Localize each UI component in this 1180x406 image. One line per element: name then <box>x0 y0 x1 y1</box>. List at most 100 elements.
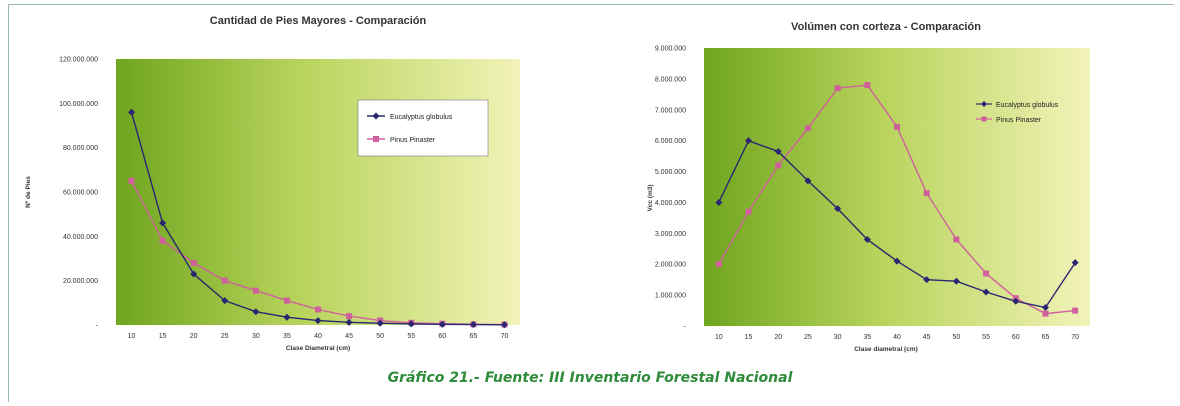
x-tick-label: 45 <box>923 334 931 341</box>
legend-marker-pinus <box>981 116 987 122</box>
data-point-pinus <box>804 125 811 132</box>
x-tick-label: 60 <box>1012 334 1020 341</box>
data-point-eucalyptus <box>314 317 322 325</box>
data-point-eucalyptus <box>469 321 477 329</box>
data-point-pinus <box>775 162 782 169</box>
x-tick-label: 25 <box>804 334 812 341</box>
data-point-eucalyptus <box>407 320 415 328</box>
x-tick-label: 35 <box>283 333 291 340</box>
data-point-pinus <box>983 270 990 277</box>
x-tick-label: 15 <box>159 333 167 340</box>
data-point-eucalyptus <box>804 177 812 185</box>
data-point-eucalyptus <box>190 270 198 278</box>
chart-pies-mayores: Cantidad de Pies Mayores - Comparación -… <box>25 15 520 352</box>
data-point-pinus <box>252 287 259 294</box>
data-point-eucalyptus <box>952 277 960 285</box>
x-tick-label: 65 <box>469 333 477 340</box>
x-tick-label: 40 <box>314 333 322 340</box>
data-point-eucalyptus <box>128 108 136 116</box>
data-point-pinus <box>283 297 290 304</box>
y-axis-ticks: - 1.000.000 2.000.000 3.000.000 4.000.000 5.0… <box>655 46 687 331</box>
data-point-pinus <box>346 313 353 320</box>
legend-marker-eucalyptus <box>372 112 380 120</box>
data-point-eucalyptus <box>1071 259 1079 267</box>
y-tick-label: 8.000.000 <box>655 76 686 83</box>
data-point-eucalyptus <box>221 297 229 305</box>
y-tick-label: 9.000.000 <box>655 46 686 53</box>
data-point-pinus <box>745 208 752 215</box>
x-tick-label: 60 <box>438 333 446 340</box>
x-tick-label: 35 <box>863 334 871 341</box>
data-point-pinus <box>128 177 135 184</box>
data-point-pinus <box>864 82 871 89</box>
data-point-eucalyptus <box>715 198 723 206</box>
data-point-eucalyptus <box>376 319 384 327</box>
data-point-pinus <box>315 306 321 313</box>
x-tick-label: 50 <box>952 334 960 341</box>
legend-label-pinus: Pinus Pinaster <box>390 137 436 144</box>
series-markers <box>715 82 1079 317</box>
data-point-pinus <box>834 85 841 92</box>
legend-marker-eucalyptus <box>981 101 987 107</box>
series-markers <box>128 108 508 329</box>
chart-title: Volúmen con corteza - Comparación <box>791 21 981 33</box>
x-axis-ticks: 10 15 20 25 30 35 40 45 50 55 60 65 70 <box>128 333 509 340</box>
y-tick-label: 40.000.000 <box>63 234 98 241</box>
x-tick-label: 45 <box>345 333 353 340</box>
x-tick-label: 20 <box>774 334 782 341</box>
x-tick-label: 30 <box>252 333 260 340</box>
chart-title: Cantidad de Pies Mayores - Comparación <box>210 15 427 27</box>
data-point-eucalyptus <box>863 236 871 244</box>
y-axis-ticks: - 20.000.000 40.000.000 60.000.000 80.000.00… <box>59 57 99 330</box>
data-point-eucalyptus <box>1012 297 1020 305</box>
data-point-eucalyptus <box>834 205 842 213</box>
legend-label-pinus: Pinus Pinaster <box>996 117 1042 124</box>
y-axis-label: Vcc (m3) <box>647 184 654 211</box>
y-tick-label: 5.000.000 <box>655 169 686 176</box>
x-tick-label: 55 <box>407 333 415 340</box>
data-point-pinus <box>159 237 166 244</box>
x-tick-label: 55 <box>982 334 990 341</box>
y-tick-label: 100.000.000 <box>59 101 98 108</box>
y-tick-label: 20.000.000 <box>63 278 98 285</box>
legend: Eucalyptus globulus Pinus Pinaster <box>976 101 1059 124</box>
legend-box <box>357 99 489 157</box>
y-tick-label: 80.000.000 <box>63 145 98 152</box>
data-point-eucalyptus <box>345 318 353 326</box>
data-point-eucalyptus <box>745 137 753 145</box>
x-axis-label: Clase Diametral (cm) <box>286 345 350 352</box>
chart-volumen-corteza: Volúmen con corteza - Comparación - 1.000… <box>647 21 1090 353</box>
x-axis-ticks: 10 15 20 25 30 35 40 45 50 55 60 65 70 <box>715 334 1079 341</box>
y-tick-label: 7.000.000 <box>655 107 686 114</box>
plot-area <box>116 59 520 325</box>
data-point-eucalyptus <box>283 313 291 321</box>
data-point-eucalyptus <box>500 321 508 329</box>
data-point-pinus <box>953 236 960 243</box>
x-tick-label: 65 <box>1042 334 1050 341</box>
x-tick-label: 20 <box>190 333 198 340</box>
figure-frame <box>8 4 1174 402</box>
y-tick-label: 120.000.000 <box>59 57 98 64</box>
legend: Eucalyptus globulus Pinus Pinaster <box>357 99 489 157</box>
legend-marker-pinus <box>373 136 379 142</box>
x-tick-label: 15 <box>745 334 753 341</box>
plot-area <box>704 48 1090 326</box>
data-point-eucalyptus <box>252 308 260 316</box>
data-point-eucalyptus <box>982 288 990 296</box>
y-axis-label: Nº de Pies <box>25 176 32 208</box>
data-point-eucalyptus <box>774 147 782 155</box>
data-point-pinus <box>190 259 197 266</box>
x-tick-label: 70 <box>501 333 509 340</box>
y-tick-label: 3.000.000 <box>655 231 686 238</box>
data-point-pinus <box>221 277 228 284</box>
x-tick-label: 40 <box>893 334 901 341</box>
data-point-eucalyptus <box>923 276 931 284</box>
data-point-pinus <box>923 190 930 197</box>
data-point-pinus <box>1042 310 1049 317</box>
data-point-eucalyptus <box>159 219 167 227</box>
legend-label-eucalyptus: Eucalyptus globulus <box>390 114 453 121</box>
figure-caption: Gráfico 21.- Fuente: III Inventario Fore… <box>387 370 793 386</box>
x-tick-label: 70 <box>1071 334 1079 341</box>
data-point-eucalyptus <box>1041 303 1049 311</box>
x-tick-label: 25 <box>221 333 229 340</box>
